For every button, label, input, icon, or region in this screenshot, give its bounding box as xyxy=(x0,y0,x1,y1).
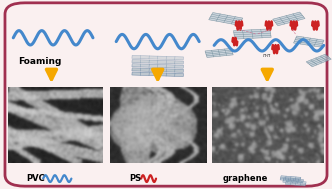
Text: Foaming: Foaming xyxy=(18,57,62,66)
Text: graphene: graphene xyxy=(222,174,268,183)
Polygon shape xyxy=(132,72,184,77)
FancyBboxPatch shape xyxy=(5,3,327,186)
Polygon shape xyxy=(209,12,243,25)
Polygon shape xyxy=(293,36,324,47)
Polygon shape xyxy=(283,178,303,184)
Polygon shape xyxy=(132,68,184,72)
Text: π-π: π-π xyxy=(263,53,271,58)
Polygon shape xyxy=(132,55,184,60)
Polygon shape xyxy=(286,180,306,186)
Polygon shape xyxy=(273,12,305,26)
Polygon shape xyxy=(205,48,233,57)
Text: PS: PS xyxy=(129,174,142,183)
Polygon shape xyxy=(306,54,331,67)
Text: PVC: PVC xyxy=(27,174,45,183)
Polygon shape xyxy=(233,29,271,39)
Polygon shape xyxy=(132,64,184,68)
Polygon shape xyxy=(280,176,301,181)
Polygon shape xyxy=(132,60,184,64)
